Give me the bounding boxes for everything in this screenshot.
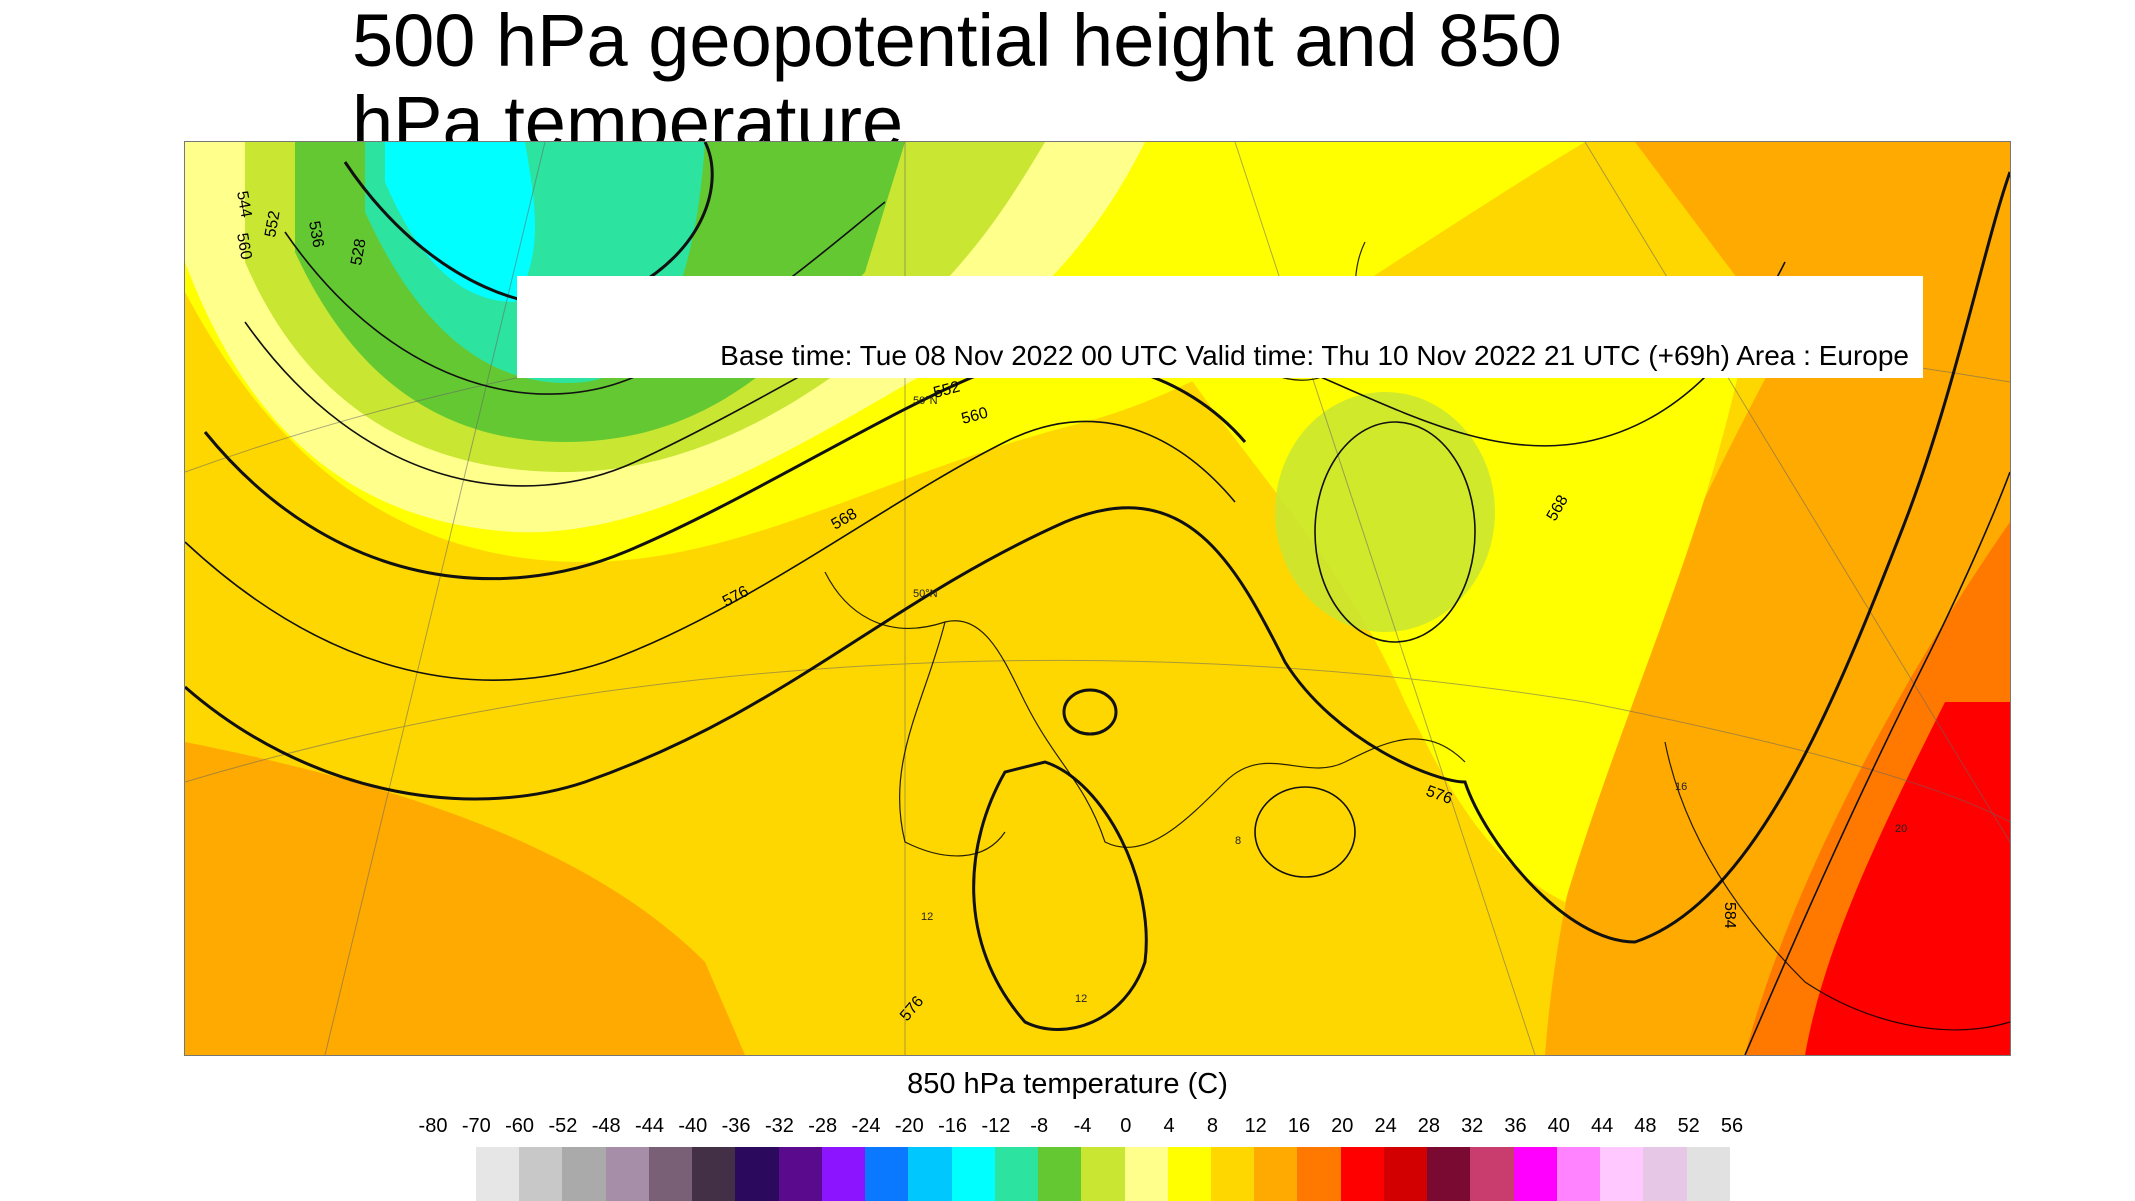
legend-tick: -4 <box>1073 1115 1092 1137</box>
legend-ticks: -80 -70 -60 -52 -48 -44 -40 -36 -32 -28 -24 -20 -16-… <box>412 1115 1752 1145</box>
legend-swatch <box>1600 1147 1644 1201</box>
legend-tick: -8 <box>1030 1115 1049 1137</box>
legend-swatch <box>735 1147 779 1201</box>
legend-swatch <box>562 1147 606 1201</box>
legend-tick: 16 <box>1287 1115 1311 1137</box>
legend-tick: -80 <box>418 1115 448 1137</box>
lat-label-a: 50°N <box>913 588 938 600</box>
legend-tick: 40 <box>1547 1115 1570 1137</box>
legend-tick: -16 <box>938 1115 968 1137</box>
contour-label-560-b: 560 <box>233 232 254 261</box>
legend-tick: 56 <box>1720 1115 1744 1137</box>
legend-tick: -12 <box>981 1115 1011 1137</box>
legend-swatch <box>1556 1147 1601 1201</box>
legend-swatch <box>821 1147 866 1201</box>
map-title: 500 hPa geopotential height and 850 hPa … <box>352 0 1562 164</box>
legend-swatch <box>1167 1147 1211 1201</box>
temp-label-12-a: 12 <box>921 911 933 923</box>
legend-swatch <box>476 1147 520 1201</box>
temp-zone-minus12 <box>385 142 535 302</box>
temp-zone-24-east <box>1805 702 2010 1055</box>
contour-label-544: 544 <box>233 190 254 219</box>
legend-tick: 36 <box>1504 1115 1527 1137</box>
legend-swatch <box>1254 1147 1298 1201</box>
contour-536 <box>284 201 886 395</box>
temp-zone-16-west <box>185 742 745 1055</box>
contour-576 <box>185 171 2010 944</box>
legend-tick: 8 <box>1206 1115 1218 1137</box>
legend-swatch <box>648 1147 693 1201</box>
legend-swatch <box>1081 1147 1125 1201</box>
legend-tick: 4 <box>1163 1115 1175 1137</box>
temp-zone-cool-east <box>1275 392 1495 632</box>
contour-label-584: 584 <box>1721 902 1738 929</box>
legend-tick: -40 <box>678 1115 708 1137</box>
temp-label-12-b: 12 <box>1075 993 1087 1005</box>
legend-tick: -28 <box>808 1115 838 1137</box>
legend-tick: 12 <box>1244 1115 1267 1137</box>
legend-tick: -70 <box>461 1115 491 1137</box>
legend-tick: -36 <box>721 1115 751 1137</box>
legend-swatch <box>1383 1147 1428 1201</box>
legend-tick: 0 <box>1120 1115 1132 1137</box>
contour-568-east <box>1314 421 1476 643</box>
lat-label-b: 50°N <box>913 395 938 407</box>
contour-closed-sea <box>1254 786 1356 878</box>
legend-tick: -44 <box>635 1115 664 1137</box>
legend-swatch <box>994 1147 1039 1201</box>
contour-label-528: 528 <box>348 237 369 266</box>
contour-568 <box>185 420 1236 681</box>
contour-label-552: 552 <box>932 379 962 402</box>
legend-swatch <box>1038 1147 1082 1201</box>
legend-tick: 24 <box>1374 1115 1397 1137</box>
contour-label-536: 536 <box>305 220 326 249</box>
legend-swatch <box>1210 1147 1255 1201</box>
legend-swatch <box>951 1147 995 1201</box>
legend-tick: -52 <box>548 1115 578 1137</box>
legend-swatch <box>1470 1147 1514 1201</box>
legend-tick: 52 <box>1677 1115 1700 1137</box>
legend-swatch <box>519 1147 563 1201</box>
contour-576-africa <box>972 760 1148 1031</box>
legend-tick: 20 <box>1331 1115 1354 1137</box>
subtitle-panel: Base time: Tue 08 Nov 2022 00 UTC Valid … <box>517 276 1923 378</box>
legend-swatch <box>605 1147 649 1201</box>
temperature-labels: 0 4 8 12 12 16 20 50°N 50°N <box>865 305 1907 1005</box>
legend-tick: -60 <box>505 1115 535 1137</box>
contour-584 <box>1744 471 2010 1055</box>
legend-swatch <box>1513 1147 1557 1201</box>
legend-tick: -20 <box>894 1115 924 1137</box>
legend-tick: 28 <box>1417 1115 1441 1137</box>
legend-swatch <box>778 1147 822 1201</box>
legend-tick: -24 <box>851 1115 881 1137</box>
legend-tick: 44 <box>1590 1115 1614 1137</box>
legend-tick: -48 <box>591 1115 621 1137</box>
legend-color-bar <box>476 1147 1730 1201</box>
legend-title: 850 hPa temperature (C) <box>907 1068 1228 1100</box>
legend-swatch <box>865 1147 909 1201</box>
contour-label-552-b: 552 <box>262 209 283 238</box>
legend-swatch <box>1340 1147 1384 1201</box>
legend-tick: 48 <box>1634 1115 1657 1137</box>
map-panel[interactable]: 576 576 576 576 584 552 560 568 568 544 … <box>184 141 2011 1056</box>
contour-label-560: 560 <box>960 405 990 428</box>
legend-swatch <box>692 1147 736 1201</box>
legend-swatch <box>1124 1147 1168 1201</box>
temp-label-20: 20 <box>1895 823 1907 835</box>
legend-swatch <box>1686 1147 1730 1201</box>
temp-label-16: 16 <box>1675 781 1687 793</box>
subtitle: Base time: Tue 08 Nov 2022 00 UTC Valid … <box>720 340 1909 371</box>
temp-label-8: 8 <box>1235 835 1241 847</box>
legend-swatch <box>908 1147 952 1201</box>
legend-tick: -32 <box>764 1115 794 1137</box>
legend-tick: 32 <box>1461 1115 1484 1137</box>
legend-swatch <box>1297 1147 1341 1201</box>
legend-swatch <box>1643 1147 1687 1201</box>
legend-swatch <box>1427 1147 1471 1201</box>
contour-576-italy <box>1062 688 1118 736</box>
